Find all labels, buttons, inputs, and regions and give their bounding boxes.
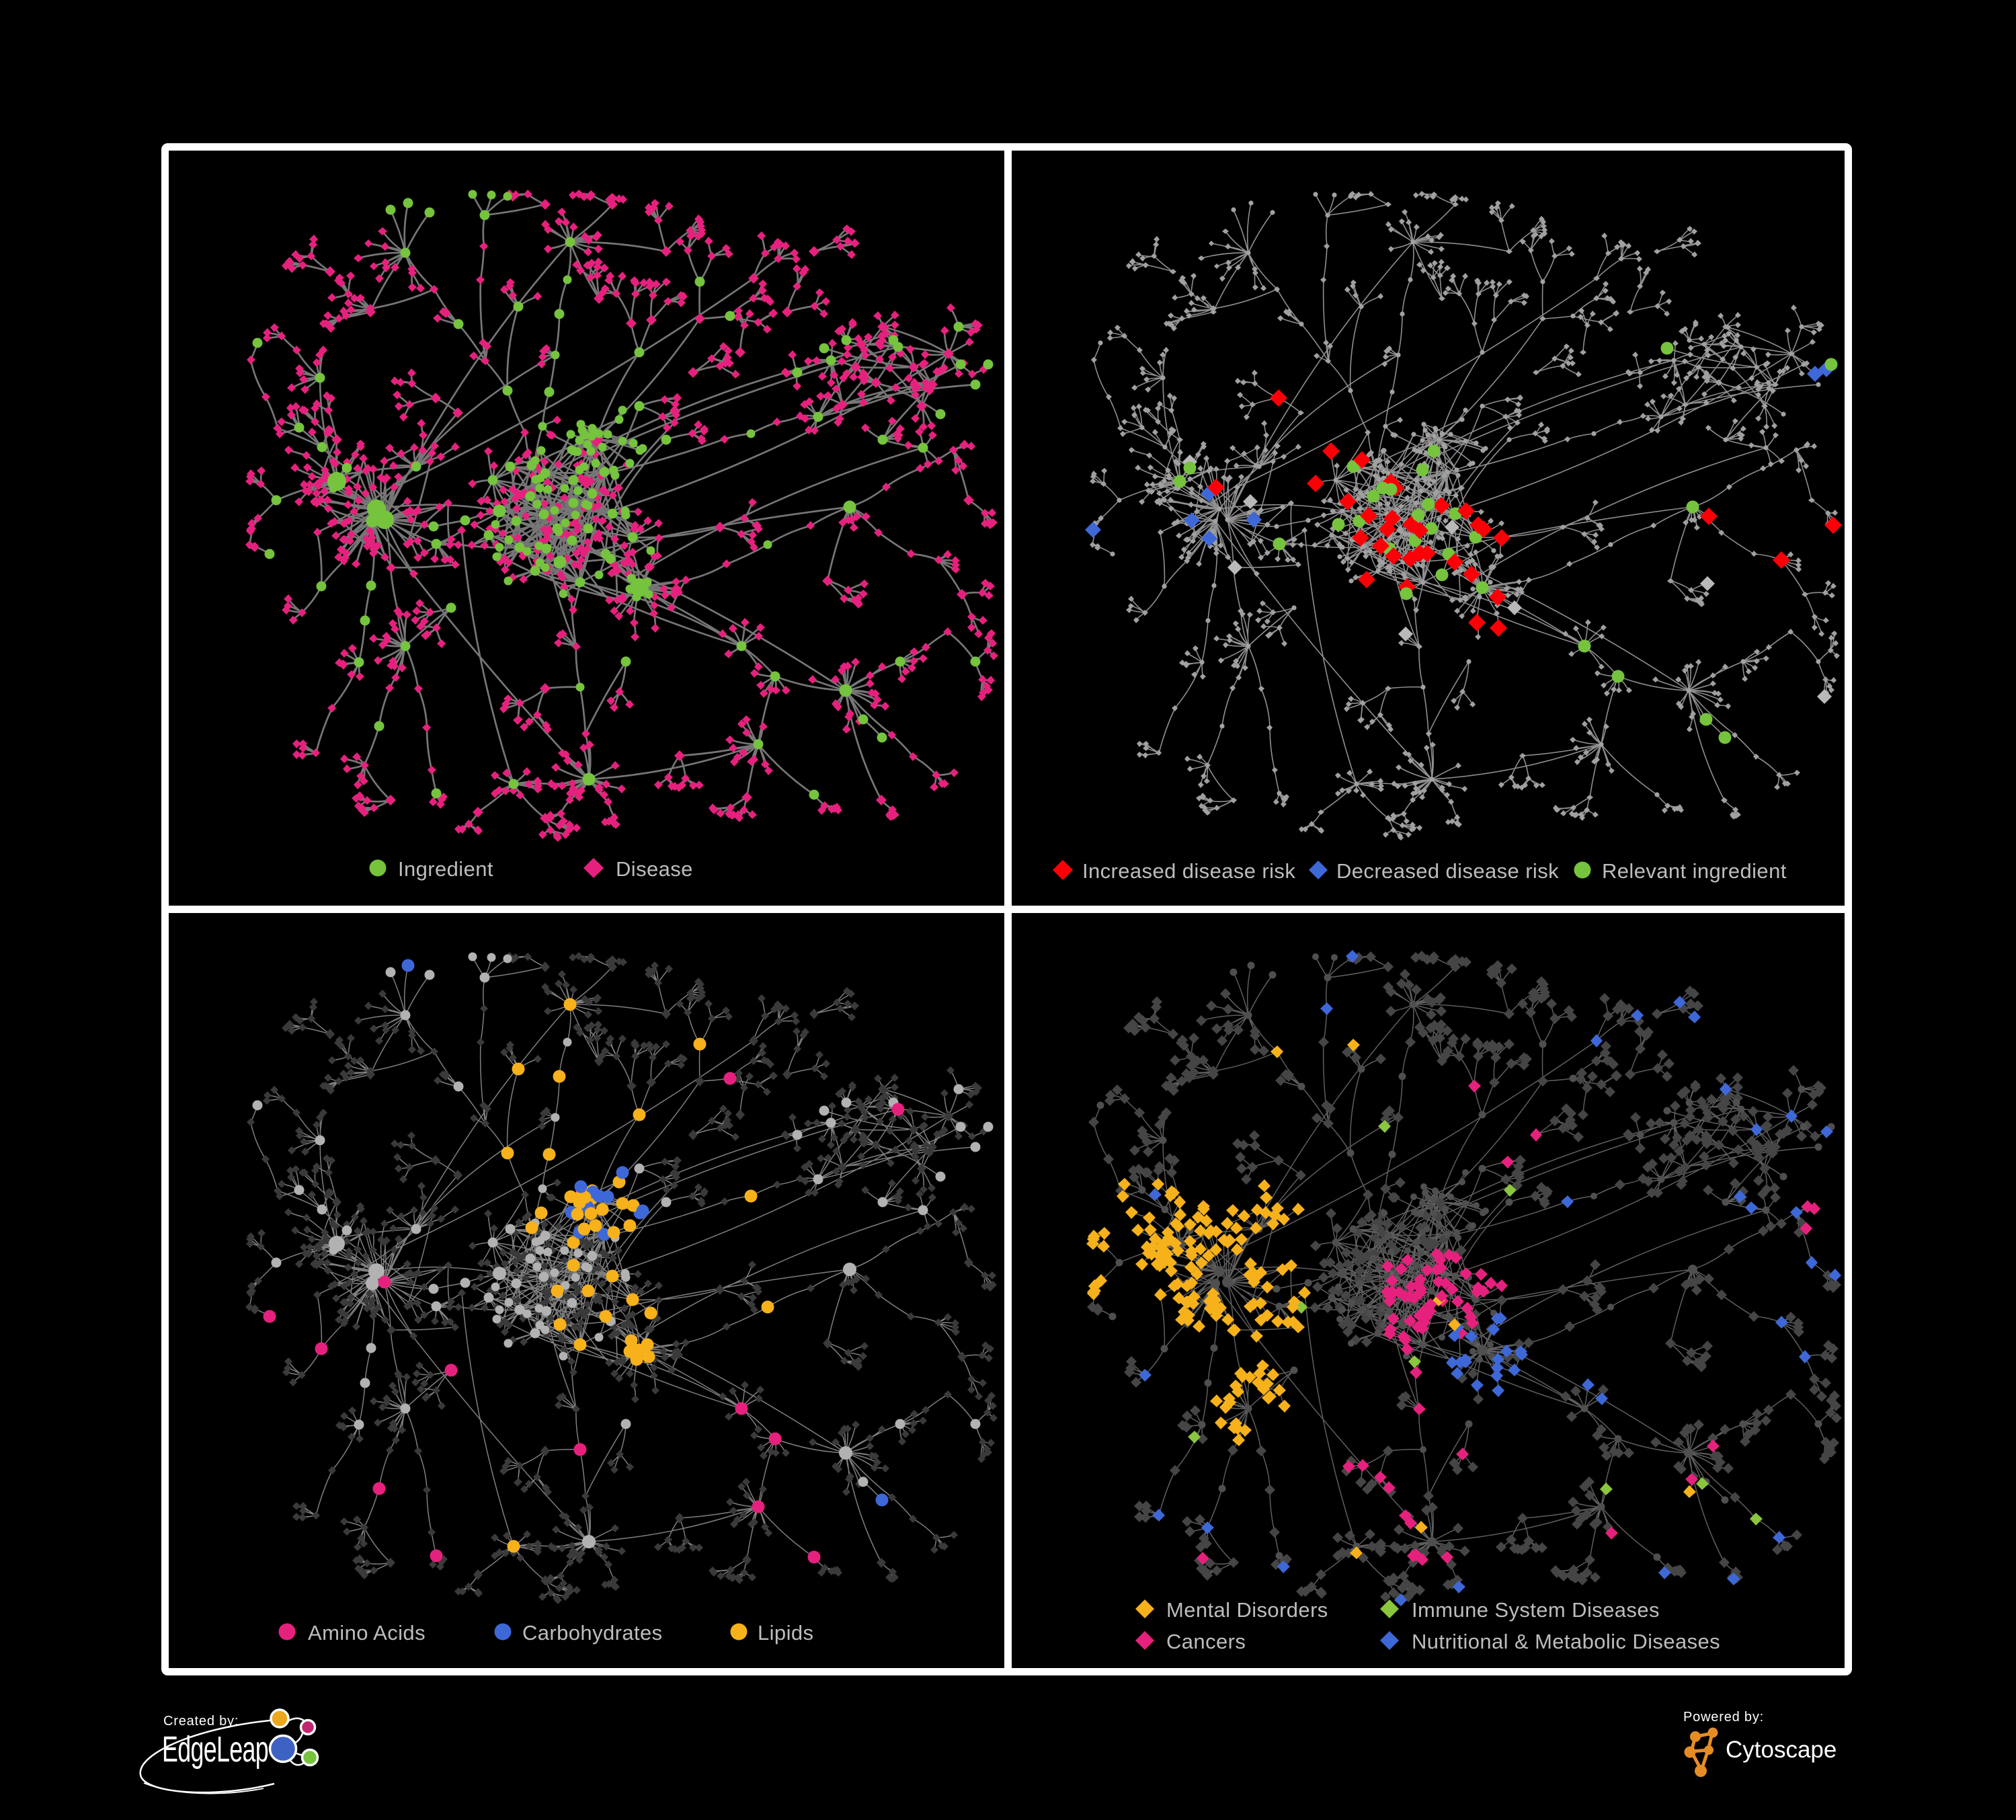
svg-text:Cytoscape: Cytoscape xyxy=(1726,1737,1837,1763)
svg-text:Nutritional & Metabolic Diseas: Nutritional & Metabolic Diseases xyxy=(1412,1630,1720,1653)
svg-text:Relevant ingredient: Relevant ingredient xyxy=(1602,859,1787,883)
svg-text:Amino Acids: Amino Acids xyxy=(308,1621,426,1645)
svg-text:Disease: Disease xyxy=(616,857,693,881)
svg-text:Immune System Diseases: Immune System Diseases xyxy=(1412,1598,1660,1622)
svg-text:Mental Disorders: Mental Disorders xyxy=(1166,1598,1328,1622)
svg-text:Increased disease risk: Increased disease risk xyxy=(1082,859,1295,883)
svg-text:Decreased disease risk: Decreased disease risk xyxy=(1336,859,1559,883)
svg-text:Cancers: Cancers xyxy=(1166,1630,1246,1653)
svg-text:Powered by:: Powered by: xyxy=(1683,1710,1764,1725)
svg-text:Lipids: Lipids xyxy=(758,1621,813,1645)
svg-text:Carbohydrates: Carbohydrates xyxy=(522,1621,663,1645)
svg-text:Created by:: Created by: xyxy=(163,1714,239,1729)
svg-text:EdgeLeap: EdgeLeap xyxy=(162,1729,268,1770)
svg-text:Ingredient: Ingredient xyxy=(398,857,493,881)
